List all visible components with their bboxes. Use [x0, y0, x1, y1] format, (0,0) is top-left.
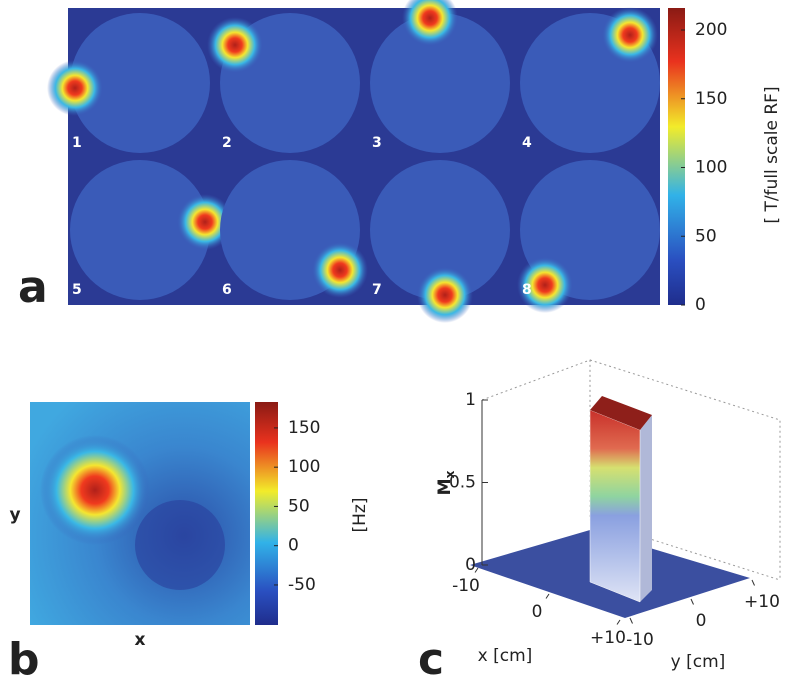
- cold-region: [135, 500, 225, 590]
- tile-label: 8: [522, 282, 532, 298]
- tile: [370, 160, 510, 300]
- xticks-mark: [616, 619, 621, 625]
- yticks-label: -10: [626, 630, 654, 650]
- hot-spot: [47, 60, 103, 116]
- xticks-label: +10: [590, 628, 626, 648]
- colorbar: [668, 8, 685, 305]
- hot-spot: [40, 435, 150, 545]
- hot-spot: [417, 267, 473, 323]
- colorbar-tick-label: 100: [695, 158, 727, 178]
- colorbar-tick-label: 200: [695, 20, 727, 40]
- hot-spot: [312, 242, 368, 298]
- x-axis-label: x [cm]: [478, 646, 533, 666]
- hot-spot: [177, 194, 233, 250]
- z-tick-label: 0.5: [449, 473, 476, 493]
- tile-label: 4: [522, 135, 532, 151]
- panel-label: b: [8, 634, 40, 685]
- colorbar-label: [ T/full scale RF]: [762, 86, 782, 223]
- hot-spot: [207, 17, 263, 73]
- panel-label: a: [18, 262, 48, 313]
- y-axis-label: y: [9, 505, 20, 525]
- xticks-label: 0: [532, 602, 543, 622]
- yticks-mark: [751, 579, 755, 586]
- colorbar-label: [Hz]: [350, 498, 370, 533]
- colorbar-tick-label: -50: [288, 575, 316, 595]
- tile-label: 1: [72, 135, 82, 151]
- xticks-mark: [474, 567, 479, 573]
- hot-spot: [602, 7, 658, 63]
- tile: [70, 13, 210, 153]
- colorbar-tick-label: 0: [695, 295, 706, 315]
- yticks-mark: [629, 617, 633, 624]
- hot-spot: [402, 0, 458, 46]
- colorbar-tick-label: 100: [288, 457, 320, 477]
- colorbar-tick-label: 0: [288, 536, 299, 556]
- tile: [370, 13, 510, 153]
- slab-top: [590, 396, 652, 430]
- slab-front: [589, 409, 641, 603]
- z-axis-label-main: M: [435, 478, 455, 495]
- tile-label: 6: [222, 282, 232, 298]
- tile-label: 3: [372, 135, 382, 151]
- tile-label: 5: [72, 282, 82, 298]
- yticks-label: 0: [696, 611, 707, 631]
- yticks-label: +10: [744, 592, 780, 612]
- xticks-label: -10: [452, 576, 480, 596]
- colorbar: [255, 402, 278, 625]
- colorbar-tick-label: 50: [288, 496, 310, 516]
- colorbar-tick-label: 50: [695, 226, 717, 246]
- hot-spot: [517, 257, 573, 313]
- z-axis-label-sub: x: [443, 470, 457, 478]
- panel-label: c: [418, 634, 444, 685]
- colorbar-tick-label: 150: [695, 89, 727, 109]
- tile: [70, 160, 210, 300]
- slab-side: [640, 415, 652, 602]
- colorbar-tick-label: 150: [288, 418, 320, 438]
- tile-label: 2: [222, 135, 232, 151]
- z-tick-label: 1: [465, 390, 476, 410]
- box-edge: [481, 359, 591, 565]
- box-edge: [589, 519, 781, 581]
- panel-b-heatmap: [30, 402, 250, 625]
- tile-label: 7: [372, 282, 382, 298]
- x-axis-label: x: [135, 630, 146, 650]
- z-tick-label: 0: [465, 555, 476, 575]
- y-axis-label: y [cm]: [671, 652, 726, 672]
- panel-a: 1 2 3 4 5 6 7 8: [47, 0, 660, 323]
- yticks-mark: [690, 598, 694, 605]
- xticks-mark: [545, 593, 550, 599]
- z-axis-label: Mx: [435, 470, 457, 495]
- box-edge: [589, 359, 781, 580]
